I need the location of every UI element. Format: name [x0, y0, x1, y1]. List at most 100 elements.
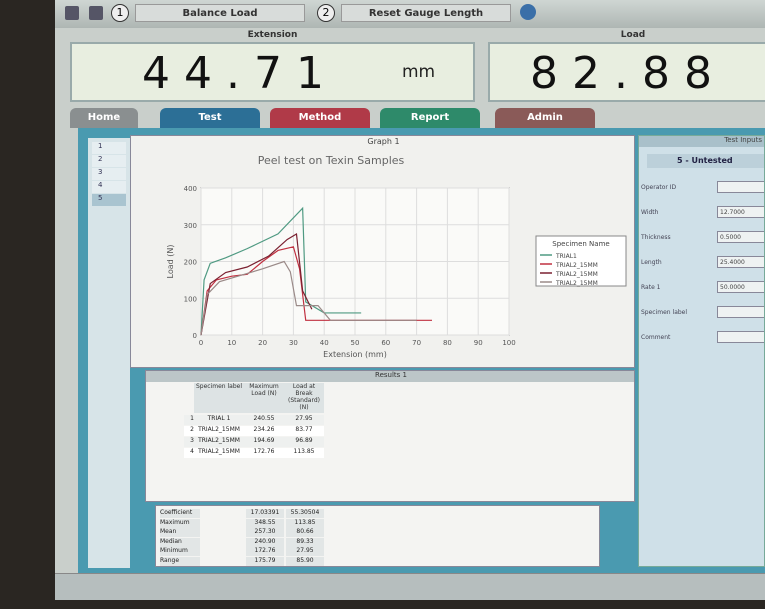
x-tick-label: 60 — [381, 339, 390, 347]
table-cell: 194.69 — [244, 437, 284, 447]
table-cell: 240.55 — [244, 415, 284, 425]
input-field[interactable]: 0.5000 — [717, 231, 765, 243]
screen: 1 Balance Load 2 Reset Gauge Length Extensio… — [0, 0, 765, 609]
readout: 44.71 mm — [70, 42, 475, 102]
field-label: Specimen label — [641, 309, 701, 319]
x-tick-label: 10 — [227, 339, 236, 347]
field-label: Comment — [641, 334, 701, 344]
table-cell: 96.89 — [284, 437, 324, 447]
column-header: Load at Break (Standard) (N) — [284, 383, 324, 413]
specimen-item[interactable]: 2 — [92, 155, 126, 167]
x-tick-label: 50 — [351, 339, 360, 347]
statistic-value: 17.03391 — [246, 509, 284, 518]
statistic-value: 113.85 — [286, 519, 324, 528]
specimen-item[interactable]: 1 — [92, 142, 126, 154]
statistic-value: 172.76 — [246, 547, 284, 556]
specimen-item[interactable]: 4 — [92, 181, 126, 193]
x-tick-label: 100 — [502, 339, 515, 347]
statistic-value: 89.33 — [286, 538, 324, 547]
field-label: Width — [641, 209, 701, 219]
legend-label: TRIAL2_15MM — [555, 271, 598, 278]
toolbar: 1 Balance Load 2 Reset Gauge Length — [55, 0, 765, 28]
row-number: 4 — [184, 448, 194, 458]
table-cell: TRIAL2_15MM — [194, 448, 244, 458]
toolbar-icon — [65, 6, 79, 20]
panel-title: Results 1 — [146, 371, 635, 382]
button-number[interactable]: 1 — [111, 4, 129, 22]
field-label: Length — [641, 259, 701, 269]
x-tick-label: 0 — [199, 339, 203, 347]
statistic-label: Coefficient — [160, 509, 200, 518]
readout-unit: mm — [402, 62, 442, 84]
button[interactable]: Balance Load — [135, 4, 305, 22]
statistic-label: Maximum — [160, 519, 200, 528]
y-tick-label: 100 — [184, 295, 197, 303]
toolbar-icon — [89, 6, 103, 20]
statistic-value: 348.55 — [246, 519, 284, 528]
row-number: 2 — [184, 426, 194, 436]
y-tick-label: 300 — [184, 222, 197, 230]
table-cell: 172.76 — [244, 448, 284, 458]
statistic-value: 175.79 — [246, 557, 284, 566]
readout-value: 44.71 — [142, 48, 382, 100]
chart-title: Peel test on Texin Samples — [258, 154, 405, 167]
specimen-item[interactable]: 3 — [92, 168, 126, 180]
status-bar — [55, 573, 765, 600]
tab[interactable]: Home — [70, 108, 138, 128]
specimen-item[interactable]: 5 — [92, 194, 126, 206]
panel-title: Graph 1 — [131, 137, 635, 149]
column-header: Maximum Load (N) — [244, 383, 284, 413]
input-field[interactable]: 50.0000 — [717, 281, 765, 293]
input-field[interactable]: 12.7000 — [717, 206, 765, 218]
input-field[interactable]: 25.4000 — [717, 256, 765, 268]
x-tick-label: 80 — [443, 339, 452, 347]
legend-label: TRIAL2_15MM — [555, 280, 598, 287]
y-tick-label: 200 — [184, 259, 197, 267]
specimen-selector[interactable]: 5 - Untested — [647, 154, 765, 168]
statistic-value: 55.30504 — [286, 509, 324, 518]
table-cell: 234.26 — [244, 426, 284, 436]
table-cell: 27.95 — [284, 415, 324, 425]
legend-label: TRIAL2_15MM — [555, 262, 598, 269]
statistic-value: 80.66 — [286, 528, 324, 537]
input-field[interactable] — [717, 331, 765, 343]
readout-label: Extension — [70, 30, 475, 42]
readout-label: Load — [488, 30, 765, 42]
tab[interactable]: Admin — [495, 108, 595, 128]
x-tick-label: 30 — [289, 339, 298, 347]
row-number: 3 — [184, 437, 194, 447]
x-tick-label: 20 — [258, 339, 267, 347]
table-cell: TRIAL 1 — [194, 415, 244, 425]
column-header: Specimen label — [194, 383, 244, 413]
input-field[interactable] — [717, 181, 765, 193]
row-number: 1 — [184, 415, 194, 425]
statistic-value: 85.90 — [286, 557, 324, 566]
statistic-value: 27.95 — [286, 547, 324, 556]
table-cell: 83.77 — [284, 426, 324, 436]
tab[interactable]: Test — [160, 108, 260, 128]
input-field[interactable] — [717, 306, 765, 318]
statistic-label: Range — [160, 557, 200, 566]
field-label: Thickness — [641, 234, 701, 244]
button-number[interactable]: 2 — [317, 4, 335, 22]
readout: 82.88 — [488, 42, 765, 102]
tab[interactable]: Method — [270, 108, 370, 128]
legend-title: Specimen Name — [552, 240, 609, 248]
y-tick-label: 0 — [193, 332, 197, 340]
statistic-value: 257.30 — [246, 528, 284, 537]
panel-title: Test Inputs — [639, 136, 765, 147]
table-cell: TRIAL2_15MM — [194, 426, 244, 436]
readout-value: 82.88 — [530, 48, 765, 100]
table-cell: 113.85 — [284, 448, 324, 458]
legend-label: TRIAL1 — [555, 253, 577, 260]
table-cell: TRIAL2_15MM — [194, 437, 244, 447]
statistic-label: Mean — [160, 528, 200, 537]
statistic-label: Median — [160, 538, 200, 547]
y-axis-label: Load (N) — [166, 245, 175, 279]
button[interactable]: Reset Gauge Length — [341, 4, 511, 22]
tab[interactable]: Report — [380, 108, 480, 128]
